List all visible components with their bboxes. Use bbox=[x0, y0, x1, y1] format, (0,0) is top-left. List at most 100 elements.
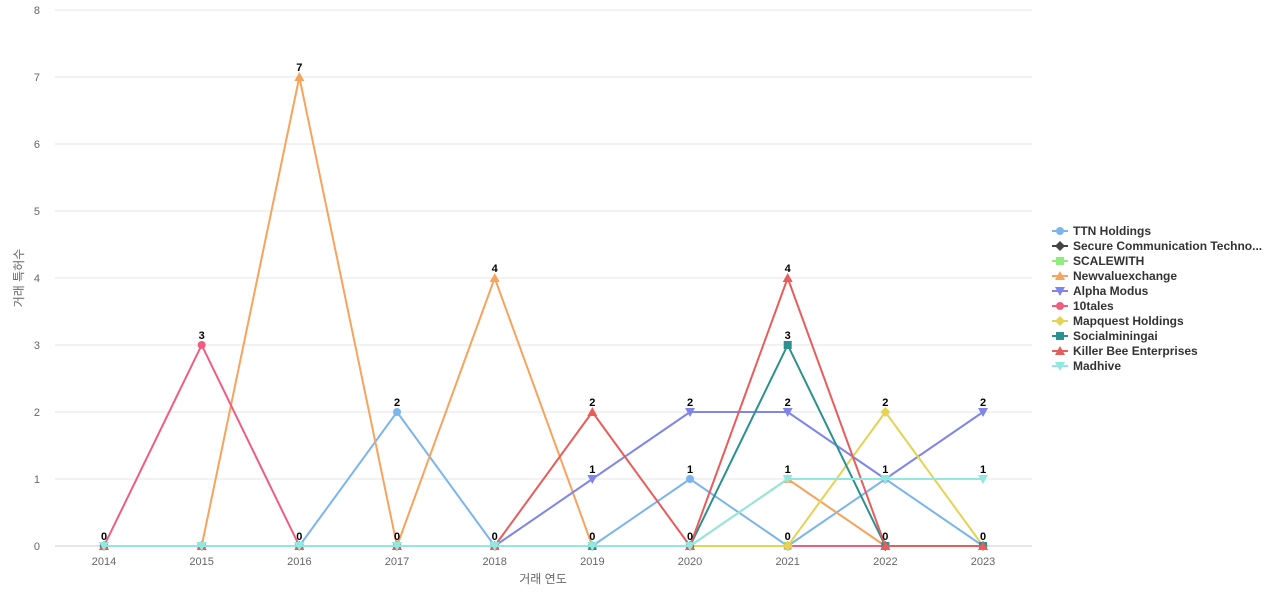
data-label: 2 bbox=[687, 397, 693, 409]
legend-label: Alpha Modus bbox=[1073, 284, 1149, 298]
x-tick-label: 2014 bbox=[92, 556, 116, 568]
data-point bbox=[392, 542, 403, 551]
y-tick-label: 0 bbox=[34, 541, 40, 553]
legend-symbol bbox=[1055, 346, 1065, 355]
legend-symbol bbox=[1056, 257, 1064, 265]
legend-label: 10tales bbox=[1073, 299, 1114, 313]
data-point bbox=[782, 273, 793, 282]
legend-label: Secure Communication Techno... bbox=[1073, 239, 1262, 253]
data-point bbox=[587, 475, 598, 484]
x-tick-label: 2023 bbox=[971, 556, 995, 568]
data-label: 7 bbox=[296, 62, 302, 74]
data-point bbox=[587, 407, 598, 416]
series-line bbox=[103, 344, 984, 547]
data-point bbox=[196, 542, 207, 551]
data-point bbox=[880, 475, 891, 484]
legend-symbol bbox=[1055, 316, 1065, 326]
data-label: 0 bbox=[980, 531, 986, 543]
legend-symbol bbox=[1055, 287, 1065, 296]
legend-label: Newvaluexchange bbox=[1073, 269, 1177, 283]
y-tick-label: 7 bbox=[34, 72, 40, 84]
legend-label: Socialminingai bbox=[1073, 329, 1158, 343]
data-point bbox=[489, 273, 500, 282]
legend-symbol bbox=[1056, 332, 1064, 340]
x-tick-label: 2017 bbox=[385, 556, 409, 568]
data-label: 0 bbox=[785, 531, 791, 543]
x-tick-label: 2019 bbox=[580, 556, 604, 568]
legend-item[interactable]: Socialminingai bbox=[1052, 329, 1158, 343]
series-line bbox=[104, 344, 984, 547]
y-tick-label: 4 bbox=[34, 273, 40, 285]
data-point bbox=[783, 341, 792, 349]
data-label: 1 bbox=[785, 464, 791, 476]
legend-symbol bbox=[1055, 271, 1065, 280]
y-tick-label: 2 bbox=[34, 407, 40, 419]
data-label: 0 bbox=[492, 531, 498, 543]
data-point bbox=[294, 542, 305, 551]
series-10tales bbox=[100, 341, 988, 550]
data-point bbox=[880, 407, 891, 417]
x-tick-label: 2018 bbox=[482, 556, 506, 568]
legend-item[interactable]: SCALEWITH bbox=[1052, 254, 1144, 268]
legend-symbol bbox=[1056, 302, 1064, 310]
data-label: 2 bbox=[785, 397, 791, 409]
legend-item[interactable]: Alpha Modus bbox=[1052, 284, 1149, 298]
legend-label: Madhive bbox=[1073, 359, 1121, 373]
legend-item[interactable]: Madhive bbox=[1052, 359, 1121, 373]
legend-item[interactable]: Newvaluexchange bbox=[1052, 269, 1177, 283]
series-socialminingai bbox=[100, 341, 988, 550]
data-label: 1 bbox=[882, 464, 888, 476]
data-label: 0 bbox=[101, 531, 107, 543]
legend-item[interactable]: Mapquest Holdings bbox=[1052, 314, 1184, 328]
data-point bbox=[294, 72, 305, 81]
legend-symbol bbox=[1056, 227, 1064, 235]
y-axis-title: 거래 특허수 bbox=[12, 249, 26, 308]
legend-label: Mapquest Holdings bbox=[1073, 314, 1184, 328]
y-tick-label: 3 bbox=[34, 340, 40, 352]
x-tick-label: 2015 bbox=[189, 556, 213, 568]
data-point bbox=[99, 542, 109, 551]
data-point bbox=[686, 475, 695, 483]
data-point bbox=[978, 408, 989, 417]
data-label: 4 bbox=[492, 263, 499, 275]
x-tick-label: 2016 bbox=[287, 556, 311, 568]
y-tick-label: 8 bbox=[34, 5, 40, 17]
legend-symbol bbox=[1055, 362, 1065, 371]
x-tick-label: 2022 bbox=[873, 556, 897, 568]
data-point bbox=[489, 542, 500, 551]
y-tick-label: 5 bbox=[34, 206, 40, 218]
legend-item[interactable]: TTN Holdings bbox=[1052, 224, 1151, 238]
x-axis-title: 거래 연도 bbox=[519, 572, 567, 586]
data-point bbox=[685, 408, 696, 417]
data-label: 2 bbox=[882, 397, 888, 409]
y-tick-label: 6 bbox=[34, 139, 40, 151]
data-label: 1 bbox=[980, 464, 986, 476]
data-label: 0 bbox=[296, 531, 302, 543]
series-group bbox=[99, 72, 989, 551]
series-line bbox=[104, 76, 984, 547]
data-labels: 2 1 1 7 4 1 2 2 2 0 3 0 0 0 0 0 0 0 0 2 3 2 4 1 1 bbox=[101, 62, 986, 543]
data-point bbox=[782, 541, 793, 551]
data-label: 0 bbox=[687, 531, 693, 543]
legend-item[interactable]: 10tales bbox=[1052, 299, 1114, 313]
data-point bbox=[978, 475, 989, 484]
legend-symbol bbox=[1055, 241, 1065, 251]
data-point bbox=[393, 408, 402, 416]
data-point bbox=[782, 408, 793, 417]
y-tick-label: 1 bbox=[34, 474, 40, 486]
data-label: 2 bbox=[980, 397, 986, 409]
data-label: 3 bbox=[785, 330, 791, 342]
data-label: 0 bbox=[882, 531, 888, 543]
legend-item[interactable]: Secure Communication Techno... bbox=[1052, 239, 1262, 253]
x-tick-label: 2020 bbox=[678, 556, 702, 568]
data-point bbox=[197, 341, 206, 349]
legend-label: TTN Holdings bbox=[1073, 224, 1151, 238]
legend-item[interactable]: Killer Bee Enterprises bbox=[1052, 344, 1198, 358]
series-madhive bbox=[99, 475, 989, 551]
x-tick-label: 2021 bbox=[775, 556, 799, 568]
data-label: 3 bbox=[199, 330, 205, 342]
grid-lines bbox=[55, 9, 1032, 547]
